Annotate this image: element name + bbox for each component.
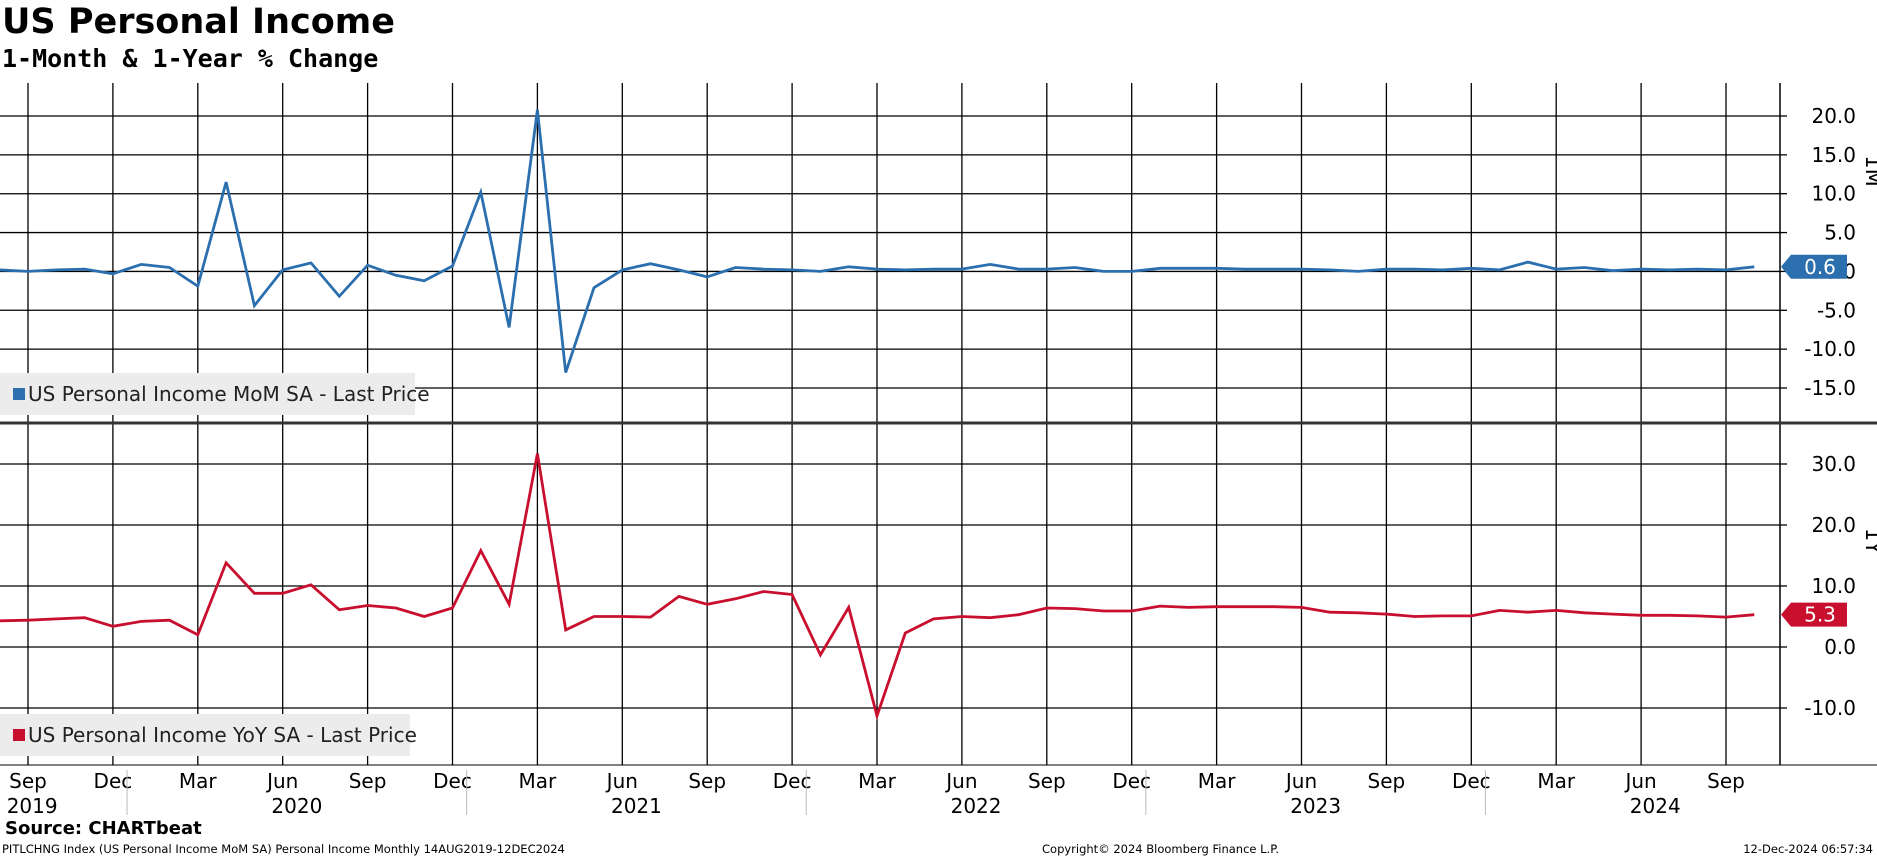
footer-timestamp: 12-Dec-2024 06:57:34 <box>1743 842 1873 856</box>
chart-subtitle: 1-Month & 1-Year % Change <box>2 44 379 73</box>
y-tick-label: 5.0 <box>1824 221 1856 245</box>
y-tick-label: 20.0 <box>1811 513 1856 537</box>
x-tick-label: Jun <box>265 769 298 793</box>
x-tick-label: Mar <box>858 769 897 793</box>
mom-series-line <box>0 109 1755 373</box>
x-axis: Sep Dec Mar Jun Sep Dec Mar Jun Sep Dec Mar Jun Sep D… <box>7 769 1745 818</box>
x-tick-label: Jun <box>1623 769 1656 793</box>
x-tick-label: Sep <box>9 769 47 793</box>
y-tick-label: 10.0 <box>1811 182 1856 206</box>
x-tick-label: Mar <box>1537 769 1576 793</box>
legend-swatch <box>13 729 25 741</box>
y-tick-label: -10.0 <box>1804 337 1856 361</box>
footer-copyright: Copyright© 2024 Bloomberg Finance L.P. <box>1042 842 1279 856</box>
yoy-panel: 30.0 20.0 10.0 0.0 -10.0 5.3 1Y US Personal Inc… <box>0 452 1877 756</box>
y-tick-label: -10.0 <box>1804 696 1856 720</box>
chart-title: US Personal Income <box>2 2 395 42</box>
x-year-label: 2021 <box>611 794 662 818</box>
legend-label: US Personal Income MoM SA - Last Price <box>28 382 430 406</box>
panel-axis-label: 1M <box>1861 155 1877 186</box>
x-tick-label: Dec <box>1112 769 1151 793</box>
y-tick-label: 0.0 <box>1824 635 1856 659</box>
panel-axis-label: 1Y <box>1861 528 1877 554</box>
x-tick-label: Jun <box>944 769 977 793</box>
y-tick-label: -5.0 <box>1817 298 1856 322</box>
x-year-label: 2019 <box>7 794 58 818</box>
x-tick-label: Sep <box>1368 769 1406 793</box>
last-value-label: 0.6 <box>1804 255 1836 279</box>
legend-label: US Personal Income YoY SA - Last Price <box>28 723 417 747</box>
x-tick-label: Mar <box>1198 769 1237 793</box>
x-tick-label: Sep <box>1028 769 1066 793</box>
legend-swatch <box>13 388 25 400</box>
x-tick-label: Jun <box>1284 769 1317 793</box>
x-year-label: 2023 <box>1290 794 1341 818</box>
x-tick-label: Dec <box>773 769 812 793</box>
x-tick-label: Dec <box>433 769 472 793</box>
y-tick-label: 10.0 <box>1811 574 1856 598</box>
y-tick-label: 15.0 <box>1811 143 1856 167</box>
x-tick-label: Sep <box>688 769 726 793</box>
last-value-tag <box>1781 254 1847 279</box>
last-value-label: 5.3 <box>1804 603 1836 627</box>
x-year-label: 2020 <box>271 794 322 818</box>
x-tick-label: Mar <box>519 769 558 793</box>
x-tick-label: Sep <box>349 769 387 793</box>
y-tick-label: -15.0 <box>1804 376 1856 400</box>
x-tick-label: Dec <box>1452 769 1491 793</box>
panel-frame <box>0 83 1877 766</box>
source-note: Source: CHARTbeat <box>5 818 202 839</box>
x-tick-label: Dec <box>94 769 133 793</box>
y-tick-label: 30.0 <box>1811 452 1856 476</box>
x-tick-label: Sep <box>1707 769 1745 793</box>
legend-box <box>0 714 410 756</box>
legend-box <box>0 373 415 415</box>
x-tick-label: Mar <box>179 769 218 793</box>
x-year-label: 2024 <box>1630 794 1681 818</box>
y-tick-label: 20.0 <box>1811 104 1856 128</box>
mom-panel: 20.015.010.05.00.0-5.0-10.0-15.00.61MUS … <box>0 104 1877 415</box>
yoy-series-line <box>0 453 1755 721</box>
footer-ticker-info: PITLCHNG Index (US Personal Income MoM S… <box>2 842 565 856</box>
last-value-tag <box>1781 602 1847 627</box>
x-tick-label: Jun <box>605 769 638 793</box>
x-year-label: 2022 <box>951 794 1002 818</box>
